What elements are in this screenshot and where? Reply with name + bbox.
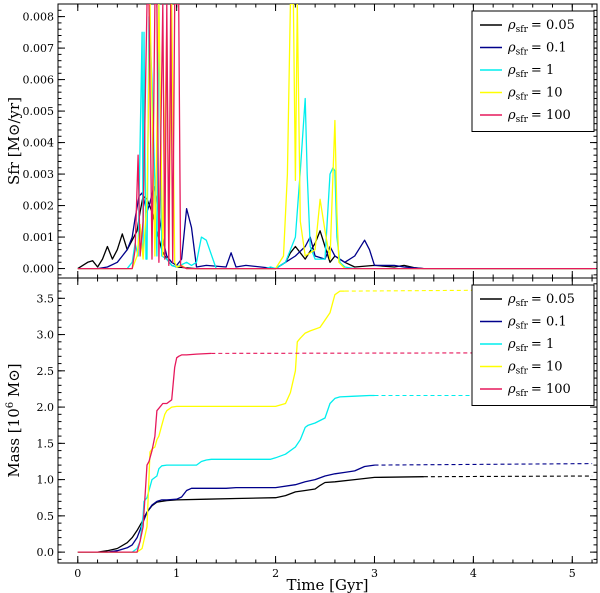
legend-value: = 0.1 — [531, 41, 567, 56]
legend-rho: ρ — [507, 18, 516, 33]
y-tick-label: 0.000 — [23, 263, 55, 276]
legend-value: = 1 — [531, 337, 554, 352]
series-line — [77, 4, 593, 270]
legend-sub: sfr — [516, 367, 529, 377]
legend-value: = 10 — [531, 86, 563, 101]
y-axis-title: Mass [106 M⊙] — [5, 363, 23, 477]
y-tick-label: 0.5 — [37, 510, 55, 523]
legend-label: ρsfr = 0.05 — [507, 292, 575, 309]
series-line — [77, 394, 375, 553]
legend-box — [471, 284, 595, 406]
y-tick-label: 2.0 — [37, 401, 55, 414]
legend-value: = 0.05 — [531, 18, 575, 33]
series-dash-extension — [374, 463, 593, 466]
y-tick-label: 3.5 — [37, 292, 55, 305]
series-line — [77, 290, 345, 553]
legend-box — [471, 10, 595, 132]
y-tick-label: 0.008 — [23, 11, 55, 24]
sfr-panel: 0.000 0.001 0.002 0.003 0.004 0.005 0.006 0.007… — [5, 3, 598, 279]
y-tick-label: 0.004 — [23, 137, 55, 150]
y-tick-label: 0.002 — [23, 200, 55, 213]
series-dash-extension — [423, 475, 593, 478]
legend-label: ρsfr = 1 — [507, 63, 554, 80]
plot-frame — [57, 277, 598, 564]
y-axis-title-main: Mass [10 — [5, 408, 23, 477]
legend-rho: ρ — [507, 63, 516, 78]
legend-label: ρsfr = 1 — [507, 337, 554, 354]
legend-sub: sfr — [516, 322, 529, 332]
legend-sub: sfr — [516, 25, 529, 35]
legend-sub: sfr — [516, 299, 529, 309]
legend-label: ρsfr = 0.1 — [507, 41, 567, 58]
y-tick-label: 1.0 — [37, 474, 55, 487]
x-tick-label: 4 — [470, 567, 477, 580]
series-line — [77, 476, 424, 553]
legend-rho: ρ — [507, 360, 516, 375]
x-tick-label: 3 — [371, 567, 378, 580]
series-line — [77, 464, 375, 553]
series-line — [77, 4, 593, 270]
series-line — [77, 352, 212, 553]
y-tick-label: 3.0 — [37, 329, 55, 342]
x-tick-label: 0 — [74, 567, 81, 580]
legend-value: = 100 — [531, 108, 571, 123]
y-tick-label: 0.003 — [23, 168, 55, 181]
data-layer — [77, 4, 597, 270]
y-tick-label: 0.007 — [23, 42, 55, 55]
x-tick-label: 5 — [569, 567, 576, 580]
x-tick-label: 2 — [272, 567, 279, 580]
legend-sub: sfr — [516, 48, 529, 58]
legend-rho: ρ — [507, 41, 516, 56]
y-tick-label: 1.5 — [37, 437, 55, 450]
y-tick-label: 0.001 — [23, 231, 55, 244]
series-line — [77, 195, 593, 270]
legend-sub: sfr — [516, 389, 529, 399]
legend-sub: sfr — [516, 115, 529, 125]
y-tick-label: 0.0 — [37, 546, 55, 559]
legend-rho: ρ — [507, 315, 516, 330]
legend-sub: sfr — [516, 70, 529, 80]
legend-sub: sfr — [516, 93, 529, 103]
legend-label: ρsfr = 0.1 — [507, 315, 567, 332]
legend-rho: ρ — [507, 382, 516, 397]
y-tick-label: 0.005 — [23, 105, 55, 118]
y-axis-title-exp: 6 — [5, 402, 16, 408]
legend-rho: ρ — [507, 292, 516, 307]
legend-sub: sfr — [516, 344, 529, 354]
y-axis-title: Sfr [M⊙/yr] — [5, 97, 23, 185]
legend-label: ρsfr = 100 — [507, 382, 571, 399]
x-axis-title: Time [Gyr] — [286, 576, 368, 593]
legend-value: = 0.1 — [531, 315, 567, 330]
legend-value: = 100 — [531, 382, 571, 397]
legend-rho: ρ — [507, 337, 516, 352]
legend-label: ρsfr = 10 — [507, 360, 563, 377]
legend-value: = 10 — [531, 360, 563, 375]
legend-label: ρsfr = 100 — [507, 108, 571, 125]
legend-rho: ρ — [507, 108, 516, 123]
x-tick-label: 1 — [173, 567, 180, 580]
legend-label: ρsfr = 0.05 — [507, 18, 575, 35]
legend-label: ρsfr = 10 — [507, 86, 563, 103]
legend-rho: ρ — [507, 86, 516, 101]
mass-panel: 0.0 0.5 1.0 1.5 2.0 2.5 3.0 3.5 0 1 2 3 4 5 Time [Gyr]… — [5, 277, 598, 593]
legend-value: = 0.05 — [531, 292, 575, 307]
legend-value: = 1 — [531, 63, 554, 78]
y-axis-title-unit: M⊙] — [5, 363, 23, 402]
y-tick-label: 2.5 — [37, 365, 55, 378]
y-tick-label: 0.006 — [23, 74, 55, 87]
